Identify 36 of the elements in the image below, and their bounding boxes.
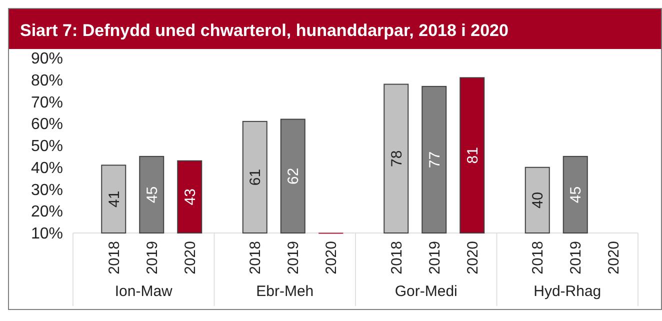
y-tick-label: 30% [30, 182, 63, 199]
text: 2019 [144, 241, 161, 274]
text: 2019 [568, 241, 585, 274]
data-label: 45 [144, 186, 161, 204]
text: 2020 [182, 241, 199, 274]
data-label: 40 [530, 192, 547, 209]
y-tick-label: 20% [30, 204, 63, 221]
y-tick-label: 90% [30, 50, 63, 68]
data-label: 77 [426, 151, 444, 168]
text: 2019 [426, 241, 444, 274]
data-label: 43 [182, 188, 199, 206]
text: 2020 [323, 241, 340, 274]
data-label: 78 [388, 150, 406, 167]
y-tick-label: 40% [30, 160, 63, 177]
data-label: 81 [464, 147, 482, 164]
y-tick-label: 60% [30, 116, 63, 134]
text: 2019 [285, 241, 302, 274]
text: 2020 [464, 241, 482, 274]
text: 2018 [388, 241, 406, 274]
chart-title: Siart 7: Defnydd uned chwarterol, hunanddarpar, 2018 i 2020 [20, 21, 508, 40]
y-tick-label: 70% [30, 94, 63, 112]
x-tick-label: Gor-Medi [394, 283, 458, 300]
text: 2020 [606, 241, 623, 274]
text: 2018 [106, 241, 123, 274]
data-label: 41 [106, 190, 123, 208]
x-tick-label: Ion-Maw [114, 283, 173, 300]
y-tick-label: 50% [30, 138, 63, 156]
data-label: 45 [568, 186, 585, 204]
x-tick-label: Hyd-Rhag [534, 283, 602, 300]
y-tick-label: 80% [30, 72, 63, 90]
y-tick-label: 10% [30, 226, 63, 243]
x-tick-label: Ebr-Meh [256, 283, 314, 300]
text: 2018 [530, 241, 547, 274]
data-label: 61 [247, 168, 264, 186]
data-label: 62 [285, 168, 302, 184]
text: 2018 [247, 241, 264, 274]
